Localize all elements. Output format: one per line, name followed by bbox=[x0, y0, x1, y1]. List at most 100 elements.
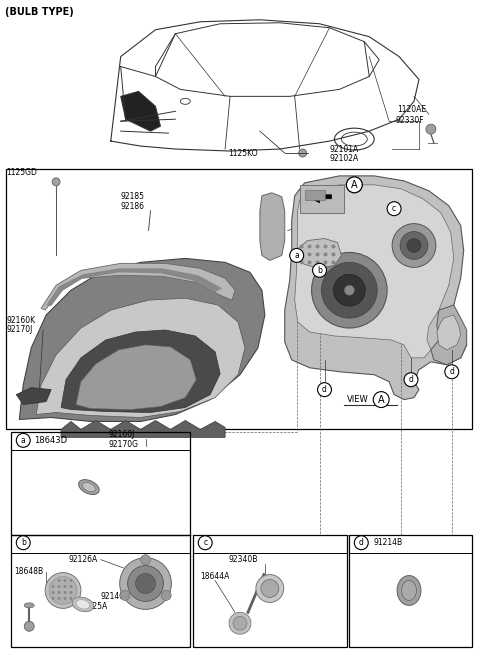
Circle shape bbox=[407, 238, 421, 252]
Text: c: c bbox=[203, 538, 207, 547]
Circle shape bbox=[299, 149, 307, 157]
Circle shape bbox=[198, 536, 212, 550]
Text: d: d bbox=[359, 538, 364, 547]
Text: 92126A: 92126A bbox=[69, 555, 98, 564]
Circle shape bbox=[70, 591, 72, 594]
Polygon shape bbox=[36, 298, 245, 417]
Circle shape bbox=[136, 574, 156, 593]
Circle shape bbox=[324, 244, 327, 248]
Circle shape bbox=[400, 231, 428, 260]
Circle shape bbox=[308, 260, 312, 264]
Text: 92140E: 92140E bbox=[101, 592, 130, 601]
Ellipse shape bbox=[72, 597, 94, 612]
Ellipse shape bbox=[402, 581, 417, 600]
Circle shape bbox=[300, 260, 304, 264]
Circle shape bbox=[256, 575, 284, 602]
Circle shape bbox=[120, 591, 130, 600]
Circle shape bbox=[332, 260, 336, 264]
Text: 92170J: 92170J bbox=[6, 325, 33, 334]
Text: 92160J: 92160J bbox=[109, 430, 135, 439]
Circle shape bbox=[315, 244, 320, 248]
Text: 18648B: 18648B bbox=[14, 567, 43, 576]
Polygon shape bbox=[120, 91, 160, 131]
Circle shape bbox=[312, 252, 387, 328]
Text: 18643D: 18643D bbox=[34, 436, 67, 445]
Text: (BULB TYPE): (BULB TYPE) bbox=[5, 7, 74, 17]
Polygon shape bbox=[285, 176, 467, 399]
Circle shape bbox=[354, 536, 368, 550]
Polygon shape bbox=[308, 191, 332, 203]
Circle shape bbox=[49, 577, 77, 604]
Bar bbox=[349, 535, 472, 647]
Circle shape bbox=[58, 597, 60, 600]
Circle shape bbox=[315, 252, 320, 256]
Text: d: d bbox=[449, 367, 454, 376]
Circle shape bbox=[63, 591, 67, 594]
Text: 1125GD: 1125GD bbox=[6, 168, 37, 177]
Text: 92132D: 92132D bbox=[335, 214, 364, 223]
Circle shape bbox=[58, 591, 60, 594]
Circle shape bbox=[322, 262, 377, 318]
Circle shape bbox=[373, 392, 389, 407]
Circle shape bbox=[312, 263, 326, 277]
Bar bbox=[12, 432, 190, 535]
Text: 92185: 92185 bbox=[120, 193, 144, 201]
Text: 92160K: 92160K bbox=[6, 315, 36, 325]
Text: A: A bbox=[351, 180, 358, 190]
Circle shape bbox=[308, 252, 312, 256]
Circle shape bbox=[318, 382, 332, 397]
Text: 92170G: 92170G bbox=[109, 440, 139, 449]
Circle shape bbox=[120, 558, 171, 609]
Text: d: d bbox=[322, 385, 327, 394]
Circle shape bbox=[16, 434, 30, 447]
Bar bbox=[193, 535, 348, 647]
Circle shape bbox=[344, 285, 354, 295]
Circle shape bbox=[300, 252, 304, 256]
Circle shape bbox=[324, 260, 327, 264]
Circle shape bbox=[332, 252, 336, 256]
Circle shape bbox=[58, 579, 60, 582]
Text: b: b bbox=[21, 538, 26, 547]
Ellipse shape bbox=[79, 480, 99, 495]
Polygon shape bbox=[41, 263, 235, 310]
Circle shape bbox=[45, 573, 81, 608]
Circle shape bbox=[58, 585, 60, 588]
Ellipse shape bbox=[76, 600, 90, 609]
Circle shape bbox=[51, 597, 55, 600]
Circle shape bbox=[63, 579, 67, 582]
Circle shape bbox=[233, 616, 247, 630]
Circle shape bbox=[387, 202, 401, 215]
Text: c: c bbox=[392, 204, 396, 214]
Circle shape bbox=[141, 555, 151, 564]
Text: A: A bbox=[378, 395, 384, 405]
Text: 91214B: 91214B bbox=[373, 538, 402, 547]
Circle shape bbox=[161, 591, 171, 600]
Polygon shape bbox=[295, 185, 454, 358]
Circle shape bbox=[229, 612, 251, 634]
Circle shape bbox=[290, 248, 304, 262]
Circle shape bbox=[300, 244, 304, 248]
Circle shape bbox=[16, 536, 30, 550]
Text: 1120AE: 1120AE bbox=[397, 104, 426, 114]
Ellipse shape bbox=[83, 482, 96, 491]
Circle shape bbox=[324, 252, 327, 256]
Circle shape bbox=[332, 244, 336, 248]
Circle shape bbox=[334, 275, 365, 306]
Polygon shape bbox=[76, 345, 196, 409]
Text: 92102A: 92102A bbox=[329, 154, 359, 164]
Text: d: d bbox=[408, 375, 413, 384]
Circle shape bbox=[24, 622, 34, 631]
Polygon shape bbox=[61, 420, 225, 438]
Circle shape bbox=[315, 260, 320, 264]
Polygon shape bbox=[61, 330, 220, 413]
Circle shape bbox=[426, 124, 436, 134]
Bar bbox=[12, 535, 190, 647]
Text: 92330F: 92330F bbox=[395, 116, 424, 125]
Circle shape bbox=[128, 566, 164, 601]
Polygon shape bbox=[19, 258, 265, 421]
Circle shape bbox=[63, 597, 67, 600]
Text: 1125KO: 1125KO bbox=[228, 148, 258, 158]
Ellipse shape bbox=[397, 576, 421, 605]
Text: 92186: 92186 bbox=[120, 202, 144, 211]
Bar bbox=[300, 185, 344, 213]
